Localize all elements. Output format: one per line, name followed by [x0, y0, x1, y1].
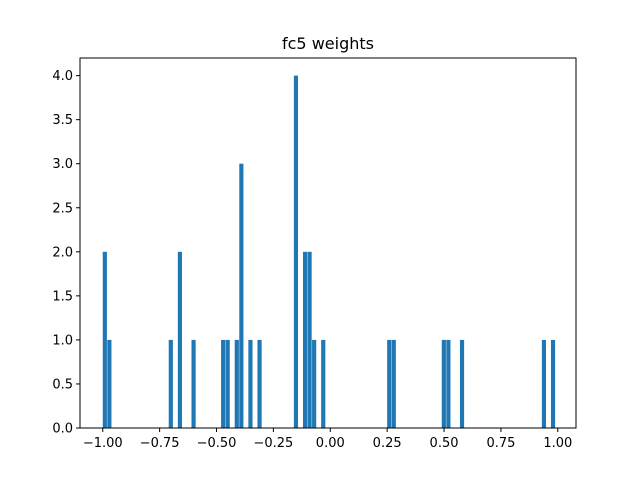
histogram-bar [550, 339, 556, 428]
histogram-bar [177, 251, 182, 428]
histogram-bar [191, 339, 196, 428]
x-tick-label: 0.25 [373, 436, 402, 451]
x-tick-label: 0.75 [486, 436, 515, 451]
x-axis: −1.00 −0.75 −0.50 −0.25 0.00 0.25 0.50 0.75 1.00 [83, 428, 572, 451]
x-tick-label: 1.00 [543, 436, 572, 451]
x-tick-label: −0.75 [140, 436, 180, 451]
histogram-bar [239, 163, 244, 428]
histogram-bar [302, 251, 308, 428]
bars-group [102, 75, 556, 429]
x-tick-label: 0.00 [316, 436, 345, 451]
histogram-bar [459, 339, 465, 428]
histogram-bar [248, 339, 253, 428]
histogram-bar [441, 339, 446, 428]
histogram-bar [234, 339, 239, 428]
y-axis: 0.0 0.5 1.0 1.5 2.0 2.5 3.0 3.5 4.0 [52, 69, 80, 437]
plot-frame [79, 57, 577, 429]
histogram-bar [107, 339, 112, 428]
y-tick-label: 3.0 [52, 157, 73, 172]
histogram-bar [168, 339, 173, 428]
y-tick-label: 1.5 [52, 289, 73, 304]
histogram-bar [257, 339, 262, 428]
y-tick-label: 0.0 [52, 422, 73, 437]
y-tick-label: 2.0 [52, 245, 73, 260]
histogram-bar [307, 251, 312, 428]
x-tick-label: −1.00 [83, 436, 123, 451]
histogram-bar [321, 339, 326, 428]
y-tick-label: 1.0 [52, 333, 73, 348]
histogram-bar [541, 339, 547, 428]
histogram-bar [225, 339, 230, 428]
y-tick-label: 4.0 [52, 69, 73, 84]
histogram-bar [221, 339, 226, 428]
chart-title: fc5 weights [282, 34, 374, 53]
histogram-bar [446, 339, 451, 428]
histogram-bar [102, 251, 107, 428]
y-tick-label: 0.5 [52, 377, 73, 392]
histogram-bar [293, 75, 299, 429]
x-tick-label: −0.50 [197, 436, 237, 451]
histogram-bar [391, 339, 396, 428]
histogram-bar [312, 339, 317, 428]
histogram-bar [387, 339, 392, 428]
y-tick-label: 2.5 [52, 201, 73, 216]
y-tick-label: 3.5 [52, 113, 73, 128]
x-tick-label: −0.25 [253, 436, 293, 451]
x-tick-label: 0.50 [430, 436, 459, 451]
